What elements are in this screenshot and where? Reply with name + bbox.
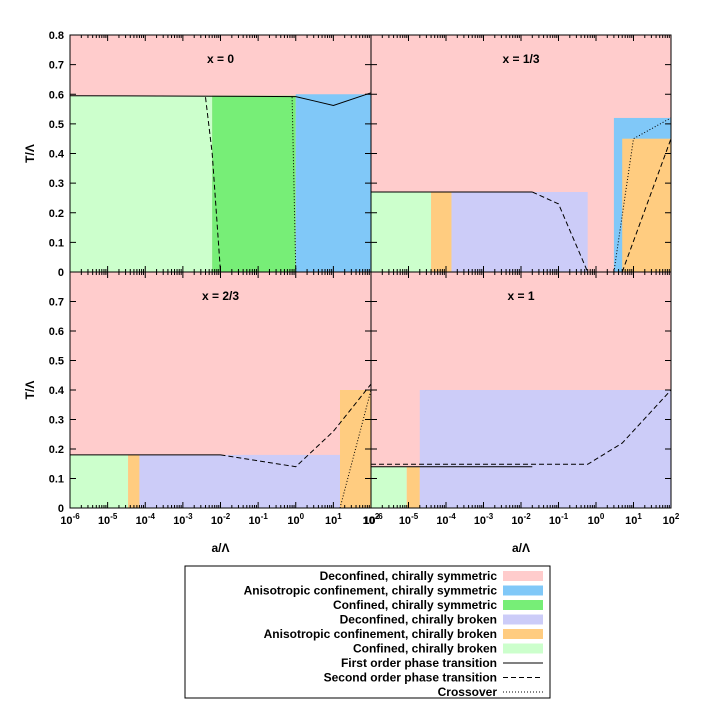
legend-swatch	[503, 643, 543, 654]
y-tick-label: 0.4	[49, 149, 65, 161]
y-tick-label: 0.7	[49, 60, 64, 72]
line-first-order	[69, 92, 372, 107]
y-tick-label: 0.5	[49, 119, 64, 131]
y-tick-label: 0.8	[49, 30, 64, 42]
x-tick-label: 101	[625, 512, 642, 527]
legend-entry-label: First order phase transition	[341, 656, 497, 670]
y-tick-label: 0	[58, 267, 64, 279]
region-aniso-symmetric	[295, 94, 371, 272]
region-confined-symmetric	[212, 95, 296, 272]
x-tick-label: 10-4	[436, 512, 456, 527]
y-tick-label: 0.6	[49, 89, 64, 101]
x-tick-label: 102	[363, 512, 380, 527]
legend: Deconfined, chirally symmetricAnisotropi…	[184, 565, 551, 699]
panel-title: x = 2/3	[202, 289, 239, 303]
legend-frame	[184, 565, 551, 699]
legend-entry: Second order phase transition	[324, 671, 543, 685]
legend-entry: Deconfined, chirally broken	[340, 613, 543, 627]
y-tick-label: 0.1	[49, 474, 64, 486]
x-tick-label: 10-5	[399, 512, 419, 527]
y-tick-label: 0.3	[49, 415, 64, 427]
legend-swatch	[503, 585, 543, 596]
x-tick-label: 100	[588, 512, 605, 527]
panel-2: x = 1/3	[370, 34, 672, 273]
legend-entry-label: Deconfined, chirally symmetric	[320, 569, 498, 583]
legend-entry-label: Anisotropic confinement, chirally symmet…	[244, 584, 498, 598]
x-tick-label: 10-1	[549, 512, 569, 527]
x-axis-label: a/Λ	[512, 541, 530, 555]
legend-entry-label: Deconfined, chirally broken	[340, 613, 497, 627]
x-tick-label: 101	[325, 512, 342, 527]
region-deconfined-broken	[139, 454, 341, 508]
legend-entry: Anisotropic confinement, chirally broken	[264, 627, 543, 641]
legend-entry-label: Confined, chirally symmetric	[333, 598, 497, 612]
y-tick-label: 0	[58, 503, 64, 515]
line-second-order	[205, 97, 221, 273]
panel-title: x = 1/3	[502, 52, 539, 66]
x-tick-label: 102	[663, 512, 680, 527]
x-tick-label: 10-2	[511, 512, 531, 527]
region-aniso-broken	[431, 192, 452, 272]
y-tick-label: 0.7	[49, 297, 64, 309]
y-axis-label: T/Λ	[23, 144, 37, 163]
legend-swatch	[503, 629, 543, 639]
x-tick-label: 10-3	[173, 512, 193, 527]
y-tick-label: 0.2	[49, 208, 64, 220]
line-crossover	[291, 97, 297, 273]
legend-swatch	[503, 614, 543, 625]
x-tick-label: 10-5	[98, 512, 118, 527]
panels-layer: 0 0.1 0.2 0.3 0.4 0.5 0.6 0.7 0.8 x = 0 T/Λ x = 1/3…	[23, 30, 680, 555]
legend-entry: Deconfined, chirally symmetric	[320, 569, 543, 583]
legend-entry-label: Anisotropic confinement, chirally broken	[264, 627, 497, 641]
x-tick-label: 10-1	[248, 512, 268, 527]
x-tick-label: 10-6	[60, 512, 80, 527]
region-confined-broken	[70, 95, 213, 272]
panel-4: 10-6 10-5 10-4 10-3 10-2 10-1 100 101 102 x = 1 a/…	[363, 271, 680, 555]
y-tick-label: 0.6	[49, 326, 64, 338]
region-confined-broken	[371, 192, 432, 272]
line-second-order	[532, 191, 589, 273]
legend-entry-label: Confined, chirally broken	[353, 642, 497, 656]
y-tick-label: 0.4	[49, 385, 65, 397]
region-aniso-broken	[406, 466, 420, 508]
y-tick-label: 0.1	[49, 237, 64, 249]
legend-entry: First order phase transition	[341, 656, 543, 670]
region-deconfined-broken	[451, 192, 588, 272]
y-tick-label: 0.3	[49, 178, 64, 190]
region-aniso-broken	[128, 454, 140, 508]
x-tick-label: 10-3	[474, 512, 494, 527]
x-tick-label: 10-2	[211, 512, 231, 527]
panel-title: x = 1	[507, 289, 534, 303]
legend-entry: Confined, chirally symmetric	[333, 598, 543, 612]
x-tick-label: 10-6	[363, 512, 383, 527]
x-tick-label: 10-4	[136, 512, 156, 527]
panel-1: 0 0.1 0.2 0.3 0.4 0.5 0.6 0.7 0.8 x = 0 T/Λ	[23, 30, 372, 279]
y-tick-label: 0.2	[49, 444, 64, 456]
legend-entry-label: Second order phase transition	[324, 671, 497, 685]
line-second-order	[371, 389, 672, 465]
y-tick-label: 0.5	[49, 356, 64, 368]
legend-entry: Anisotropic confinement, chirally symmet…	[244, 584, 543, 598]
legend-entry: Crossover	[438, 685, 543, 699]
legend-swatch	[503, 600, 543, 610]
legend-entry: Confined, chirally broken	[353, 642, 543, 656]
region-confined-broken	[70, 454, 129, 508]
region-deconfined-broken	[419, 390, 671, 508]
panel-3: 10-6 10-5 10-4 10-3 10-2 10-1 100 101 102 0 0.1 0.2…	[23, 271, 380, 555]
region-confined-broken	[371, 466, 407, 508]
legend-entry-label: Crossover	[438, 685, 498, 699]
region-aniso-broken	[622, 138, 671, 272]
panel-title: x = 0	[207, 52, 234, 66]
x-axis-label: a/Λ	[211, 541, 229, 555]
legend-swatch	[503, 571, 543, 581]
x-tick-label: 100	[287, 512, 304, 527]
y-axis-label: T/Λ	[23, 381, 37, 400]
